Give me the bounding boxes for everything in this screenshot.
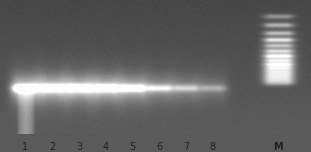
- Text: M: M: [274, 142, 283, 152]
- Text: 3: 3: [76, 142, 82, 152]
- Text: 8: 8: [210, 142, 216, 152]
- Text: 2: 2: [49, 142, 55, 152]
- Text: 7: 7: [183, 142, 189, 152]
- Text: 5: 5: [129, 142, 136, 152]
- Text: 6: 6: [156, 142, 162, 152]
- Text: 4: 4: [103, 142, 109, 152]
- Text: 1: 1: [22, 142, 29, 152]
